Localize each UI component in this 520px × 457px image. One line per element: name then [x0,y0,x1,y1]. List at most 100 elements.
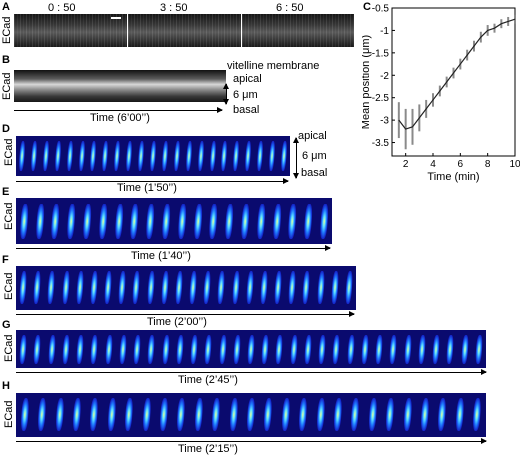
kymograph-frame [63,198,79,244]
x-tick-label: 8 [485,159,491,170]
kymograph-frame [207,393,224,437]
panel-e-strip [16,198,332,244]
kymograph-frame [174,198,190,244]
panel-f-time-arrow [16,311,355,317]
kymograph-frame [329,393,346,437]
kymograph-frame [221,198,237,244]
kymograph-frame [130,330,144,368]
kymograph-frame [129,266,143,310]
kymograph-frame [32,198,48,244]
kymograph-frame [342,266,356,310]
kymograph-frame [16,393,33,437]
panel-a-time-3: 6 : 50 [276,2,304,14]
kymograph-frame [86,393,103,437]
kymograph-frame [472,330,486,368]
panel-g-time-arrow [16,369,487,375]
panel-b-kymograph [14,70,226,102]
kymograph-frame [186,266,200,310]
kymograph-frame [123,136,135,176]
y-tick-label: -1.5 [372,48,390,59]
panel-c-letter: C [363,1,371,13]
kymograph-frame [315,330,329,368]
scale-bar [111,17,121,19]
kymograph-frame [469,393,486,437]
y-tick-label: -1 [380,26,389,37]
kymograph-frame [299,266,313,310]
kymograph-frame [329,330,343,368]
panel-b-time: Time (6’00’’) [90,112,150,124]
kymograph-frame [16,266,30,310]
x-tick-label: 2 [403,159,409,170]
panel-e-time-arrow [16,245,331,251]
kymograph-frame [103,393,120,437]
kymograph-frame [277,393,294,437]
kymograph-frame [115,266,129,310]
kymograph-frame [28,136,40,176]
kymograph-frame [328,266,342,310]
kymograph-frame [16,136,28,176]
panel-d-ylabel: ECad [3,138,15,166]
kymograph-frame [73,266,87,310]
panel-e-letter: E [2,186,10,198]
kymograph-frame [364,393,381,437]
kymograph-frame [52,136,64,176]
panel-d-apical: apical [298,130,327,142]
mean-position-chart: 2 4 6 8 10 -3.5 -3 -2.5 -2 -1.5 -1 -0.5 Time (min) Me… [362,4,520,184]
kymograph-frame [158,198,174,244]
kymograph-frame [344,330,358,368]
y-tick-label: -2.5 [372,93,390,104]
kymograph-frame [269,198,285,244]
kymograph-frame [101,266,115,310]
kymograph-frame [44,330,58,368]
panel-g-ylabel: ECad [3,334,15,362]
kymograph-frame [79,198,95,244]
panel-d-depth: 6 μm [302,150,327,162]
panel-d-time-arrow [16,178,289,184]
kymograph-frame [138,393,155,437]
kymograph-frame [159,136,171,176]
kymograph-frame [300,198,316,244]
kymograph-frame [195,136,207,176]
kymograph-frame [187,330,201,368]
kymograph-frame [225,393,242,437]
panel-d-basal: basal [301,167,328,179]
kymograph-frame [64,136,76,176]
kymograph-frame [111,136,123,176]
kymograph-frame [155,393,172,437]
kymograph-frame [429,330,443,368]
panel-a-time-2: 3 : 50 [160,2,188,14]
kymograph-frame [219,136,231,176]
panel-a-ylabel: ECad [1,16,13,44]
kymograph-frame [30,266,44,310]
kymograph-frame [144,266,158,310]
kymograph-frame [173,330,187,368]
panel-h-letter: H [2,380,10,392]
kymograph-frame [73,330,87,368]
y-tick-label: -2 [380,71,389,82]
y-tick-label: -3.5 [372,138,390,149]
y-axis-label: Mean position (μm) [362,35,372,129]
kymograph-frame [116,330,130,368]
kymograph-frame [44,266,58,310]
kymograph-frame [135,136,147,176]
panel-b-depth-arrow [223,83,229,105]
panel-e-time: Time (1’40’’) [131,250,191,262]
kymograph-frame [190,393,207,437]
panel-b-depth: 6 μm [233,89,258,101]
kymograph-frame [144,330,158,368]
kymograph-frame [295,393,312,437]
kymograph-frame [443,330,457,368]
kymograph-frame [399,393,416,437]
kymograph-frame [229,266,243,310]
kymograph-frame [258,330,272,368]
panel-h-time-arrow [16,438,487,444]
kymograph-frame [201,330,215,368]
kymograph-frame [120,393,137,437]
series-line [398,18,516,130]
panel-g-time: Time (2’45’’) [178,374,238,386]
kymograph-frame [244,330,258,368]
panel-b-time-arrow [14,107,223,113]
panel-g-letter: G [2,319,11,331]
vitelline-label: vitelline membrane [227,60,320,72]
kymograph-frame [415,330,429,368]
